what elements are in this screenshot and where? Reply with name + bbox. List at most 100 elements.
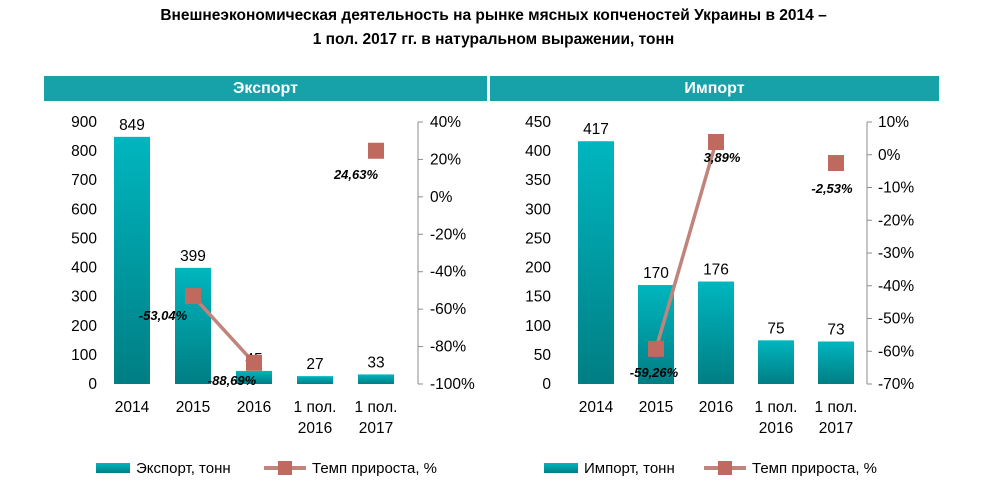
bar: [297, 376, 333, 384]
y-tick-label: 800: [71, 143, 97, 160]
y-tick-label: 900: [71, 114, 97, 131]
bar: [358, 374, 394, 384]
y-tick-label: 100: [71, 347, 97, 364]
growth-marker: [246, 354, 262, 371]
bar: [175, 267, 211, 384]
y2-tick-label: -60%: [430, 301, 466, 318]
x-tick-label: 1 пол.: [294, 399, 337, 416]
y2-tick-label: 10%: [878, 114, 909, 131]
growth-line-segment: [654, 141, 718, 350]
bar-value-label: 170: [643, 265, 669, 282]
legend-line-marker: [718, 461, 732, 475]
x-tick-label: 2014: [115, 399, 150, 416]
legend-bar-label: Импорт, тонн: [584, 460, 675, 477]
growth-line-segment: [191, 294, 256, 365]
import-banner: Импорт: [490, 76, 939, 101]
y-tick-label: 350: [525, 172, 551, 189]
bar-value-label: 417: [583, 121, 609, 138]
export-chart: 0 100 200 300 400 500 600 700 800 900 -100% -80% -60…: [0, 100, 494, 498]
y-tick-label: 250: [525, 230, 551, 247]
chart-svg-0: 0 100 200 300 400 500 600 700 800 900 -100% -80% -60…: [71, 114, 475, 477]
x-tick-label: 2017: [819, 420, 853, 437]
bar-value-label: 73: [827, 321, 844, 338]
growth-value-label: 24,63%: [333, 167, 379, 182]
x-tick-label: 2014: [579, 399, 614, 416]
legend-line-marker: [278, 461, 292, 475]
bar-value-label: 75: [767, 320, 784, 337]
y2-tick-label: -50%: [878, 311, 914, 328]
x-tick-label: 2016: [298, 420, 332, 437]
bar: [114, 136, 150, 384]
x-tick-label: 2016: [699, 399, 733, 416]
y-tick-label: 200: [525, 260, 551, 277]
y2-tick-label: -40%: [430, 264, 466, 281]
y-tick-label: 50: [534, 347, 552, 364]
growth-marker: [708, 134, 724, 151]
y2-tick-label: 20%: [430, 151, 461, 168]
y2-tick-label: 0%: [878, 147, 901, 164]
y-tick-label: 100: [525, 318, 551, 335]
bar-value-label: 33: [367, 354, 384, 371]
growth-marker: [648, 340, 664, 357]
chart-svg-1: 0 50 100 150 200 250 300 350 400 450 -70% -60% -50% -…: [525, 114, 914, 477]
y-tick-label: 150: [525, 289, 551, 306]
y2-tick-label: 0%: [430, 189, 453, 206]
y-tick-label: 0: [88, 376, 97, 393]
y-tick-label: 0: [542, 376, 551, 393]
bar: [578, 141, 614, 384]
growth-value-label: -53,04%: [139, 308, 188, 323]
bar: [698, 281, 734, 384]
y2-tick-label: -20%: [430, 226, 466, 243]
growth-value-label: 3,89%: [704, 150, 741, 165]
bar-value-label: 399: [180, 248, 206, 265]
bar: [236, 370, 272, 384]
growth-marker: [828, 155, 844, 172]
x-tick-label: 2017: [359, 420, 393, 437]
y2-tick-label: 40%: [430, 114, 461, 131]
bar-value-label: 176: [703, 262, 729, 279]
y2-tick-label: -40%: [878, 278, 914, 295]
y-tick-label: 400: [71, 260, 97, 277]
legend-bar-swatch: [544, 463, 578, 473]
y-tick-label: 400: [525, 143, 551, 160]
x-tick-label: 1 пол.: [815, 399, 858, 416]
growth-value-label: -88,69%: [208, 373, 257, 388]
y2-tick-label: -80%: [430, 339, 466, 356]
export-banner: Экспорт: [44, 76, 487, 101]
y2-tick-label: -100%: [430, 376, 475, 393]
y2-tick-label: -70%: [878, 376, 914, 393]
y-tick-label: 300: [525, 201, 551, 218]
y-tick-label: 200: [71, 318, 97, 335]
growth-value-label: -59,26%: [630, 365, 679, 380]
import-chart: 0 50 100 150 200 250 300 350 400 450 -70% -60% -50% -…: [494, 100, 987, 498]
y2-tick-label: -60%: [878, 343, 914, 360]
bar-value-label: 849: [119, 117, 145, 134]
chart-title-line-2: 1 пол. 2017 гг. в натуральном выражении,…: [312, 31, 675, 48]
y-tick-label: 500: [71, 230, 97, 247]
y2-tick-label: -10%: [878, 180, 914, 197]
bar: [758, 340, 794, 384]
legend-line-label: Темп прироста, %: [752, 460, 877, 477]
legend-bar-label: Экспорт, тонн: [136, 460, 231, 477]
x-tick-label: 1 пол.: [355, 399, 398, 416]
bar-value-label: 27: [306, 356, 323, 373]
y2-tick-label: -30%: [878, 245, 914, 262]
chart-title-line-1: Внешнеэкономическая деятельность на рынк…: [160, 7, 827, 24]
x-tick-label: 2016: [759, 420, 793, 437]
x-tick-label: 2016: [237, 399, 271, 416]
legend-line-label: Темп прироста, %: [312, 460, 437, 477]
growth-marker: [185, 288, 201, 305]
x-tick-label: 2015: [176, 399, 210, 416]
growth-value-label: -2,53%: [811, 181, 853, 196]
x-tick-label: 2015: [639, 399, 673, 416]
x-tick-label: 1 пол.: [755, 399, 798, 416]
y-tick-label: 700: [71, 172, 97, 189]
y-tick-label: 600: [71, 201, 97, 218]
y2-tick-label: -20%: [878, 212, 914, 229]
chart-title: Внешнеэкономическая деятельность на рынк…: [0, 4, 987, 52]
y-tick-label: 300: [71, 289, 97, 306]
legend-bar-swatch: [96, 463, 130, 473]
y-tick-label: 450: [525, 114, 551, 131]
bar: [818, 341, 854, 384]
growth-marker: [368, 142, 384, 159]
